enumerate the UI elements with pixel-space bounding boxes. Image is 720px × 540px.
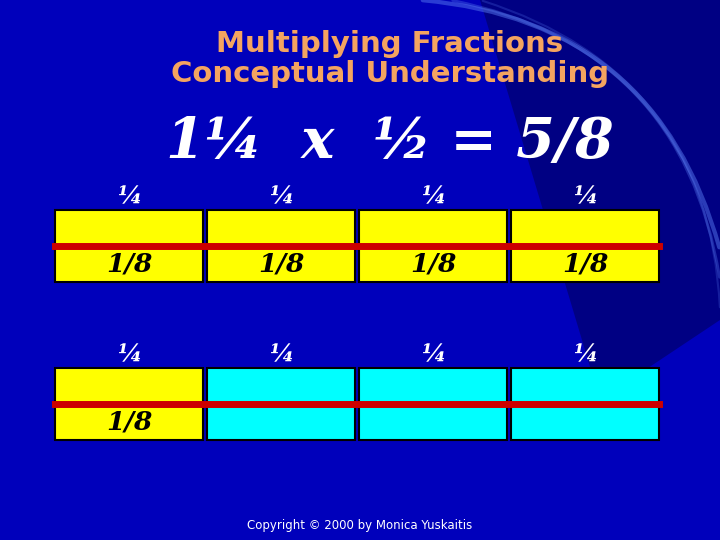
FancyArrowPatch shape — [453, 1, 719, 277]
Text: ¼: ¼ — [269, 184, 293, 208]
Text: Multiplying Fractions: Multiplying Fractions — [217, 30, 564, 58]
Text: ¼: ¼ — [117, 342, 141, 366]
FancyArrowPatch shape — [423, 0, 719, 247]
Text: 1/8: 1/8 — [258, 252, 304, 276]
Text: ¼: ¼ — [420, 342, 445, 366]
Bar — [55, 246, 203, 282]
Text: 1/8: 1/8 — [106, 409, 152, 435]
Text: 1/8: 1/8 — [106, 252, 152, 276]
Text: ¼: ¼ — [269, 342, 293, 366]
Text: ¼: ¼ — [117, 184, 141, 208]
Bar — [359, 368, 507, 404]
Text: Copyright © 2000 by Monica Yuskaitis: Copyright © 2000 by Monica Yuskaitis — [248, 518, 472, 531]
Bar — [511, 246, 659, 282]
Bar — [207, 210, 355, 246]
Text: ¼: ¼ — [572, 342, 598, 366]
Bar — [511, 404, 659, 440]
Bar — [55, 210, 203, 246]
Bar — [55, 368, 203, 404]
Text: ¼: ¼ — [420, 184, 445, 208]
Bar — [207, 368, 355, 404]
Bar — [207, 404, 355, 440]
Bar — [511, 368, 659, 404]
Text: Conceptual Understanding: Conceptual Understanding — [171, 60, 609, 88]
Polygon shape — [480, 0, 720, 400]
Bar — [55, 404, 203, 440]
Bar — [359, 404, 507, 440]
Bar — [359, 210, 507, 246]
Text: ¼: ¼ — [572, 184, 598, 208]
Bar — [511, 210, 659, 246]
Bar — [207, 246, 355, 282]
Bar — [359, 246, 507, 282]
Text: 1/8: 1/8 — [562, 252, 608, 276]
Text: 1¼  x  ½ = 5/8: 1¼ x ½ = 5/8 — [166, 115, 614, 170]
FancyArrowPatch shape — [482, 1, 720, 307]
Text: 1/8: 1/8 — [410, 252, 456, 276]
